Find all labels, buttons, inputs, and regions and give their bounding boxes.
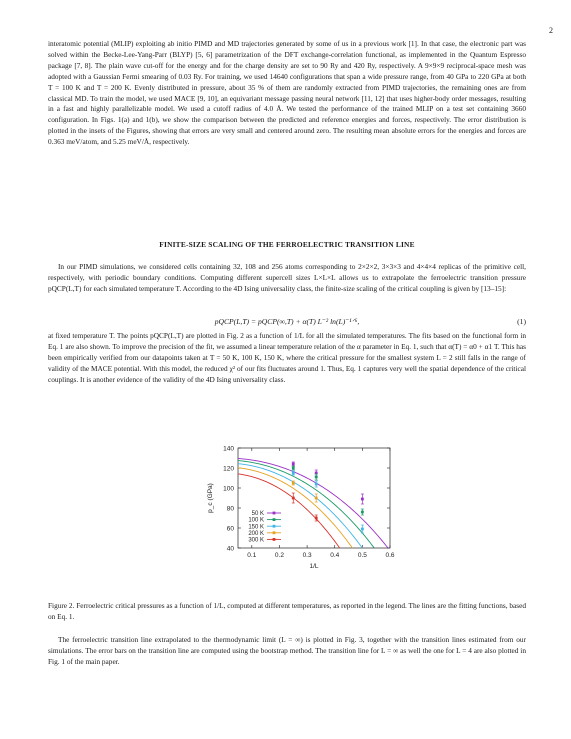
legend-label: 300 K (248, 538, 264, 544)
figure-2-chart: 0.1 0.2 0.3 0.4 0.5 0.6 40 60 80 100 120 140 1/L p_c … (207, 445, 395, 570)
paragraph-fit: at fixed temperature T. The points pQCP(… (48, 331, 526, 384)
data-point (291, 496, 295, 500)
fit-line (238, 463, 363, 548)
equation-1: pQCP(L,T) = pQCP(∞,T) + α(T) L⁻² ln(L)⁻¹… (48, 317, 526, 329)
legend-marker (272, 511, 276, 515)
data-point (291, 481, 295, 485)
legend-marker (272, 538, 276, 541)
data-point (360, 527, 364, 531)
legend-label: 100 K (248, 518, 264, 524)
x-tick-label: 0.2 (275, 552, 284, 559)
section-title: FINITE-SIZE SCALING OF THE FERROELECTRIC… (159, 240, 415, 249)
data-point (314, 471, 318, 475)
paragraph-mlip: interatomic potential (MLIP) exploiting … (48, 39, 526, 147)
legend-marker (272, 518, 276, 521)
figure-caption: Figure 2. Ferroelectric critical pressur… (48, 601, 526, 621)
x-tick-label: 0.3 (303, 552, 312, 559)
y-tick-label: 80 (227, 505, 235, 512)
x-tick-label: 0.5 (358, 552, 367, 559)
legend-label: 150 K (248, 524, 264, 530)
y-tick-label: 40 (227, 545, 235, 552)
equation-body: pQCP(L,T) = pQCP(∞,T) + α(T) L⁻² ln(L)⁻¹… (214, 317, 360, 326)
legend-label: 200 K (248, 531, 264, 537)
data-point (360, 510, 364, 514)
data-point (314, 482, 318, 486)
paragraph-pimd: In our PIMD simulations, we considered c… (48, 262, 526, 293)
data-point (291, 462, 295, 466)
y-axis-label: p_c (GPa) (207, 483, 214, 513)
legend-marker (272, 531, 276, 535)
x-tick-label: 0.1 (247, 552, 256, 559)
data-point (291, 471, 295, 475)
paragraph-transition-line: The ferroelectric transition line extrap… (48, 635, 526, 666)
plot-frame (237, 447, 391, 549)
legend-label: 50 K (252, 511, 264, 517)
y-tick-label: 100 (223, 485, 234, 492)
x-tick-label: 0.6 (385, 552, 394, 559)
x-axis-label: 1/L (309, 563, 318, 570)
legend-marker (272, 524, 276, 528)
data-point (314, 516, 318, 520)
y-tick-label: 120 (223, 465, 234, 472)
data-point (291, 466, 295, 470)
page-number: 2 (549, 26, 553, 35)
equation-number: (1) (517, 317, 526, 326)
fit-line (238, 458, 389, 548)
x-tick-label: 0.4 (330, 552, 339, 559)
y-tick-label: 140 (223, 445, 234, 452)
plot-layer: 0.1 0.2 0.3 0.4 0.5 0.6 40 60 80 100 120 140 1/L p_c … (207, 445, 395, 570)
data-point (360, 497, 364, 501)
fit-line (238, 460, 375, 548)
data-point (314, 475, 318, 479)
fit-line (238, 467, 353, 548)
fit-line (238, 473, 341, 548)
y-tick-label: 60 (227, 525, 235, 532)
data-point (314, 496, 318, 500)
